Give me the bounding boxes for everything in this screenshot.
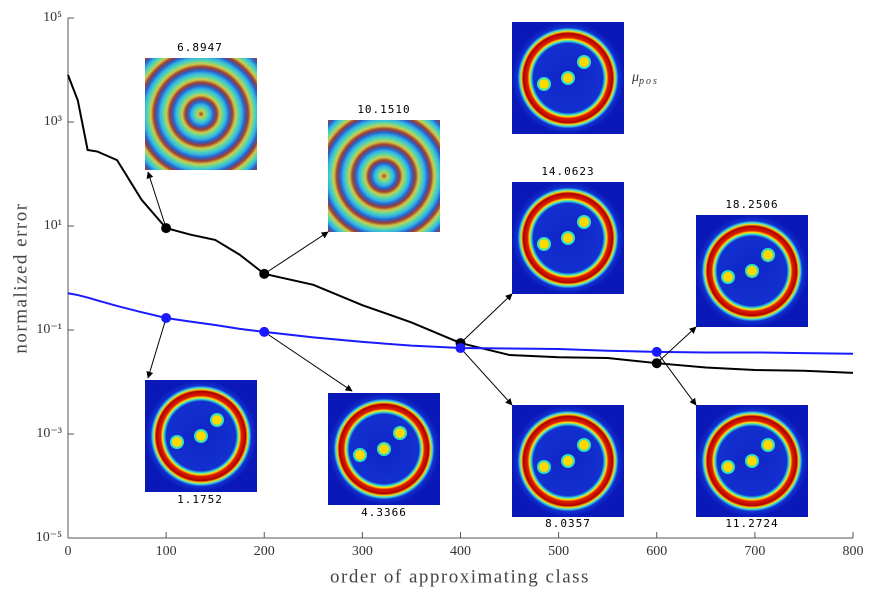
y-axis-label: normalized error [10,202,31,353]
thumbnail [328,120,440,232]
x-tick-label: 100 [156,544,177,559]
thumbnail-spot [745,454,759,468]
thumbnail [145,58,257,170]
annotation: 6.8947 [177,41,223,54]
thumbnail-spot [194,429,208,443]
annotation: 4.3366 [361,506,407,519]
thumbnail-spot [561,231,575,245]
thumbnail-spot [761,438,775,452]
thumbnail [145,380,257,492]
highlight-point [161,313,172,324]
arrow [460,293,513,344]
mu-subscript: pos [638,76,659,87]
thumbnail-spot [577,215,591,229]
arrow [656,351,697,406]
highlight-point [259,268,270,279]
thumbnail-spot [210,413,224,427]
arrow [656,326,697,364]
y-tick-label: 10⁻¹ [36,322,62,337]
highlight-point [161,223,172,234]
arrow [263,331,353,392]
arrow [146,171,167,229]
series-line [67,292,854,355]
arrow [263,231,329,275]
x-tick-label: 200 [254,544,275,559]
thumbnail-spot [393,426,407,440]
thumbnail [512,182,624,294]
annotation: 18.2506 [725,198,778,211]
x-tick-label: 700 [744,544,765,559]
annotation: 10.1510 [357,103,410,116]
highlight-point [259,326,270,337]
arrow [146,317,167,379]
x-tick-label: 400 [450,544,471,559]
x-tick-label: 600 [646,544,667,559]
y-tick-label: 10⁻³ [36,426,62,441]
x-tick-label: 0 [65,544,72,559]
thumbnail-spot [537,77,551,91]
thumbnail-shade [145,58,257,170]
thumbnail-spot [721,460,735,474]
thumbnail [512,22,624,134]
thumbnail-spot [377,442,391,456]
highlight-point [651,346,662,357]
thumbnail-spot [537,237,551,251]
y-tick-label: 10⁻⁵ [36,530,62,545]
series-line [67,74,854,374]
thumbnail-spot [745,264,759,278]
thumbnail-spot [353,448,367,462]
arrow [460,347,513,406]
mu-symbol: μ [631,70,639,85]
thumbnail-spot [761,248,775,262]
thumbnail-spot [577,55,591,69]
thumbnail-spot [577,438,591,452]
highlight-point [651,358,662,369]
x-tick-label: 800 [843,544,864,559]
thumbnail [328,393,440,505]
highlight-point [455,343,466,354]
thumbnail-spot [561,454,575,468]
x-tick-label: 500 [548,544,569,559]
mu-label: μpos [631,70,659,87]
annotation: 14.0623 [541,165,594,178]
thumbnail-image [145,58,257,170]
x-tick-label: 300 [352,544,373,559]
thumbnail-shade [328,120,440,232]
thumbnail-spot [561,71,575,85]
thumbnail-image [328,120,440,232]
thumbnail-spot [537,460,551,474]
thumbnail-spot [721,270,735,284]
x-axis-label: order of approximating class [330,566,590,587]
thumbnail [696,215,808,327]
annotation: 8.0357 [545,517,591,530]
y-tick-label: 10⁵ [43,10,62,25]
thumbnail [696,405,808,517]
y-tick-label: 10³ [44,114,62,129]
thumbnail-spot [170,435,184,449]
annotation: 1.1752 [177,493,223,506]
thumbnail [512,405,624,517]
y-tick-label: 10¹ [44,218,62,233]
annotation: 11.2724 [725,517,778,530]
